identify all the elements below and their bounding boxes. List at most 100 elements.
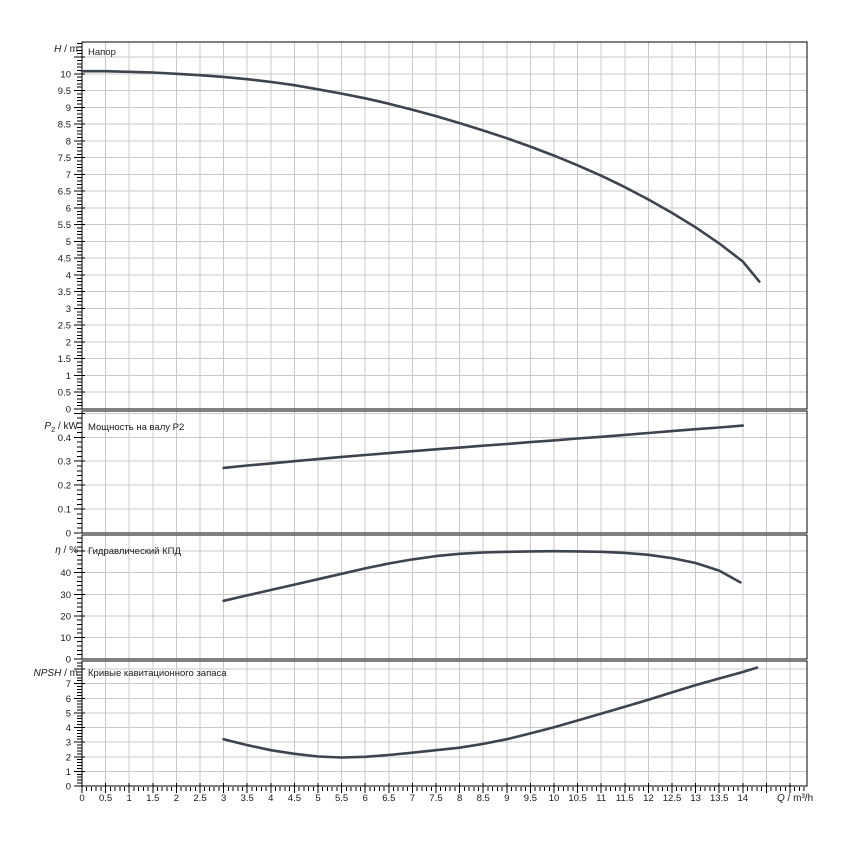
svg-text:4.5: 4.5 <box>288 793 301 804</box>
svg-text:12: 12 <box>643 793 654 804</box>
svg-text:10.5: 10.5 <box>568 793 587 804</box>
panel-head: 0 0.5 1 1.5 2 2.5 3 3.5 4 4.5 5 5.5 6 6.5 7 7.5 8 8.5 9 9.5… <box>58 41 808 416</box>
x-axis-sep: / <box>784 793 794 804</box>
power-axis-symbol: P <box>44 421 52 432</box>
power-axis-sep: / <box>55 421 64 432</box>
svg-text:0: 0 <box>79 793 84 804</box>
efficiency-axis-unit: % <box>69 545 78 556</box>
svg-text:2: 2 <box>174 793 179 804</box>
svg-text:7.5: 7.5 <box>429 793 442 804</box>
svg-text:1: 1 <box>66 371 71 382</box>
svg-text:2.5: 2.5 <box>193 793 206 804</box>
svg-text:3: 3 <box>221 793 226 804</box>
svg-text:9: 9 <box>504 793 509 804</box>
svg-text:9.5: 9.5 <box>58 86 71 97</box>
svg-text:1.5: 1.5 <box>146 793 159 804</box>
efficiency-axis-sep: / <box>60 545 70 556</box>
y-axis-caption-npsh: NPSH / m <box>34 668 78 682</box>
svg-text:7: 7 <box>410 793 415 804</box>
head-axis-symbol: H <box>54 44 62 55</box>
svg-text:3.5: 3.5 <box>241 793 254 804</box>
svg-text:13.5: 13.5 <box>710 793 729 804</box>
svg-text:0.2: 0.2 <box>58 481 71 492</box>
panel-title-head: Напор <box>88 47 116 58</box>
svg-text:9: 9 <box>66 103 71 114</box>
x-axis-unit: m³/h <box>793 793 814 804</box>
panel-title-npsh: Кривые кавитационного запаса <box>88 668 227 679</box>
svg-text:3.5: 3.5 <box>58 287 71 298</box>
npsh-axis-sep: / <box>61 668 70 679</box>
svg-text:0: 0 <box>66 782 71 793</box>
svg-text:5: 5 <box>66 708 71 719</box>
svg-text:8.5: 8.5 <box>58 120 71 131</box>
svg-text:1: 1 <box>127 793 132 804</box>
svg-text:6: 6 <box>66 694 71 705</box>
power-axis-sub: 2 <box>51 425 56 434</box>
svg-text:4: 4 <box>66 270 71 281</box>
svg-text:0.5: 0.5 <box>58 388 71 399</box>
curve-head <box>80 69 761 283</box>
svg-text:6: 6 <box>66 203 71 214</box>
npsh-axis-unit: m <box>69 668 78 679</box>
svg-text:7: 7 <box>66 170 71 181</box>
svg-text:10: 10 <box>549 793 560 804</box>
svg-text:6.5: 6.5 <box>382 793 395 804</box>
curve-efficiency <box>222 549 742 603</box>
panel-npsh: 0 1 2 3 4 5 6 7 <box>66 660 808 793</box>
x-axis: 0 0.5 1 1.5 2 2.5 3 3.5 4 4.5 5 5.5 6 6.5 7 7.5 8 8.5 9 9.5… <box>79 783 805 804</box>
svg-text:8: 8 <box>457 793 462 804</box>
y-axis-caption-efficiency: η / % <box>55 545 78 559</box>
y-axis-caption-head: H / m <box>54 44 78 58</box>
svg-text:7: 7 <box>66 679 71 690</box>
svg-text:8: 8 <box>66 136 71 147</box>
curve-power <box>222 424 745 470</box>
x-axis-symbol: Q <box>777 793 785 804</box>
svg-text:3: 3 <box>66 738 71 749</box>
svg-text:9.5: 9.5 <box>524 793 537 804</box>
svg-text:20: 20 <box>60 611 71 622</box>
svg-text:12.5: 12.5 <box>663 793 682 804</box>
svg-text:0: 0 <box>66 405 71 416</box>
svg-text:6: 6 <box>363 793 368 804</box>
svg-text:30: 30 <box>60 590 71 601</box>
x-axis-caption: Q / m³/h <box>777 793 813 804</box>
svg-text:5.5: 5.5 <box>335 793 348 804</box>
svg-text:4.5: 4.5 <box>58 254 71 265</box>
svg-text:2: 2 <box>66 752 71 763</box>
svg-text:11: 11 <box>596 793 606 804</box>
svg-text:5.5: 5.5 <box>58 220 71 231</box>
head-axis-unit: m <box>69 44 78 55</box>
svg-text:11.5: 11.5 <box>616 793 634 804</box>
panel-efficiency: 0 10 20 30 40 <box>60 534 808 666</box>
svg-text:40: 40 <box>60 568 71 579</box>
svg-text:8.5: 8.5 <box>477 793 490 804</box>
svg-text:2.5: 2.5 <box>58 321 71 332</box>
svg-text:0.1: 0.1 <box>58 505 71 516</box>
svg-text:0.3: 0.3 <box>58 457 71 468</box>
svg-text:7.5: 7.5 <box>58 153 71 164</box>
svg-text:10: 10 <box>60 633 71 644</box>
efficiency-axis-symbol: η <box>55 545 61 556</box>
svg-text:2: 2 <box>66 337 71 348</box>
svg-text:0: 0 <box>66 655 71 666</box>
npsh-axis-symbol: NPSH <box>33 668 62 679</box>
head-axis-sep: / <box>61 44 70 55</box>
svg-text:10: 10 <box>60 69 71 80</box>
svg-text:5: 5 <box>66 237 71 248</box>
power-axis-unit: kW <box>63 421 78 432</box>
y-axis-caption-power: P2 / kW <box>44 421 78 435</box>
svg-text:1.5: 1.5 <box>58 354 71 365</box>
svg-text:14: 14 <box>738 793 749 804</box>
svg-text:1: 1 <box>66 767 71 778</box>
svg-text:5: 5 <box>315 793 320 804</box>
svg-text:0: 0 <box>66 529 71 540</box>
curve-npsh <box>222 666 759 759</box>
svg-text:4: 4 <box>268 793 273 804</box>
panel-title-efficiency: Гидравлический КПД <box>88 546 181 557</box>
svg-text:3: 3 <box>66 304 71 315</box>
panel-power: 0 0.1 0.2 0.3 0.4 <box>58 410 808 540</box>
svg-text:0.4: 0.4 <box>58 433 71 444</box>
svg-text:13: 13 <box>690 793 701 804</box>
